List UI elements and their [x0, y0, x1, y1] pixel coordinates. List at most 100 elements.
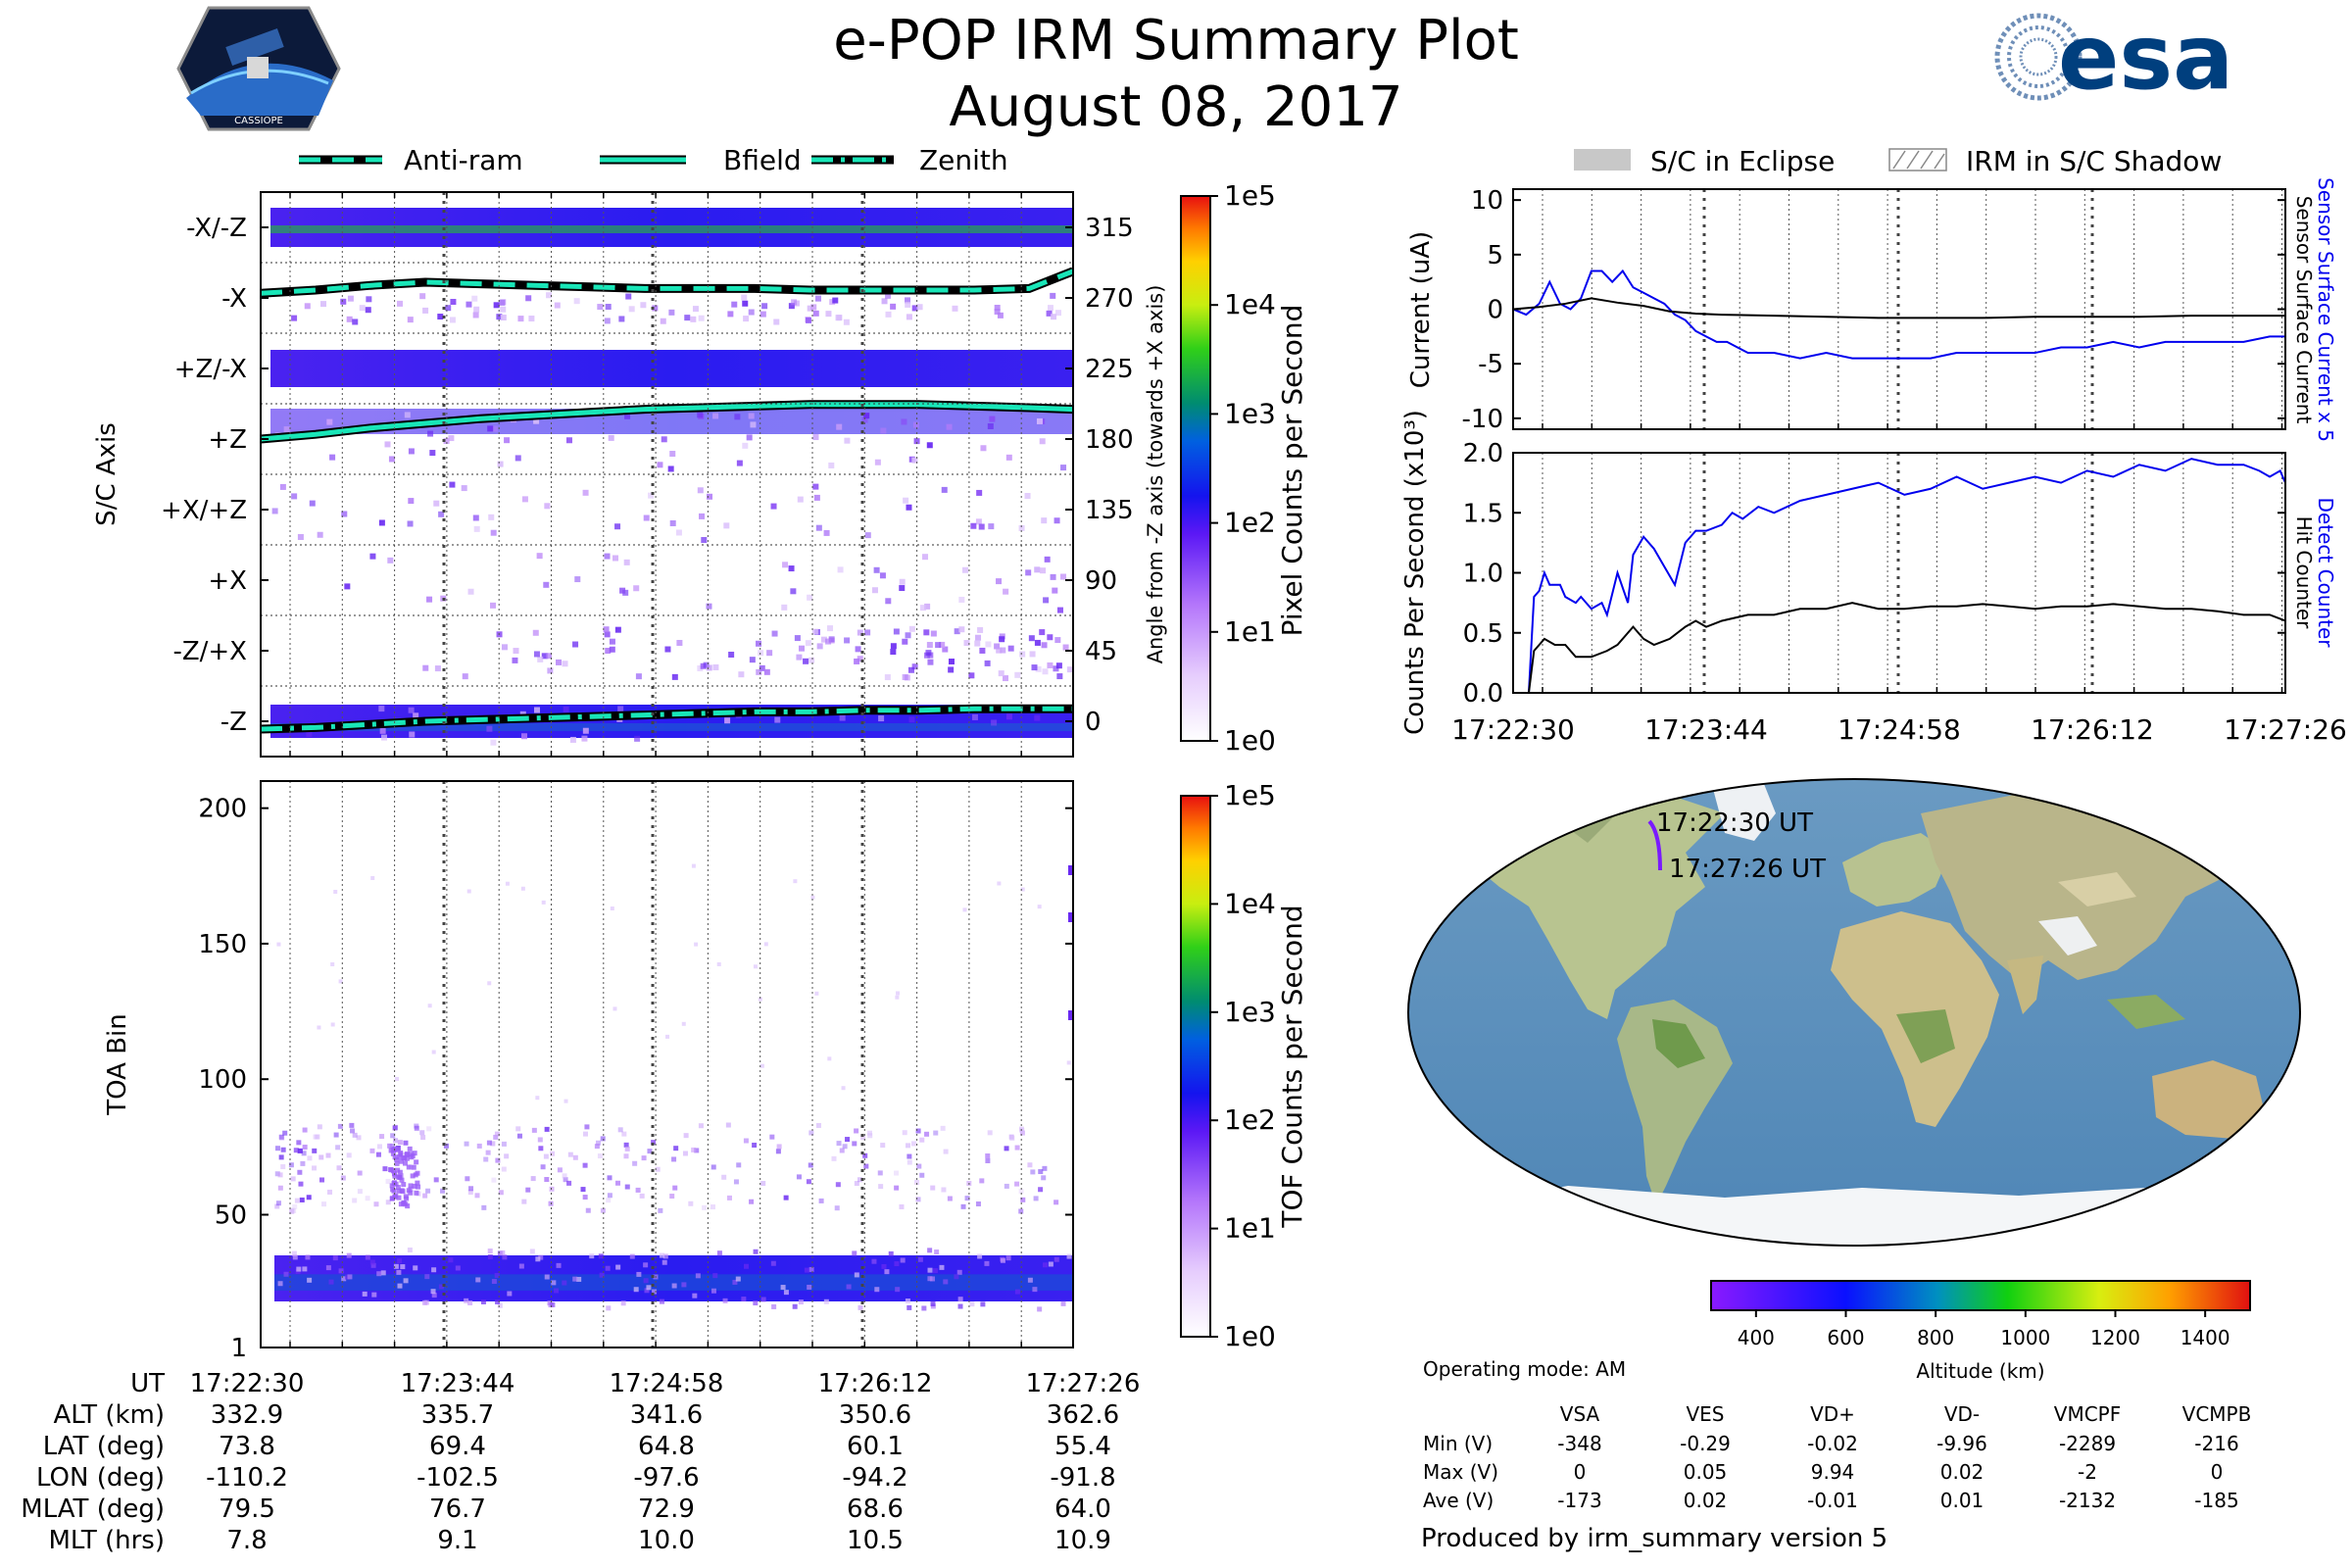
- overlay-zenith-line: [261, 706, 1073, 732]
- ephemeris-cell: 332.9: [211, 1400, 283, 1430]
- pixel-angle-tick-label: 0: [1085, 708, 1102, 737]
- altitude-tick-label: 1000: [2000, 1326, 2050, 1349]
- ephemeris-cell: 350.6: [839, 1400, 911, 1430]
- voltage-cell: 0.05: [1684, 1460, 1728, 1484]
- pixel-heatmap-right-label: Angle from -Z axis (towards +X axis): [1144, 285, 1167, 664]
- ephemeris-cell: 10.0: [638, 1526, 695, 1555]
- ephemeris-cell: 17:23:44: [401, 1369, 515, 1398]
- pixel-angle-tick-label: 45: [1085, 637, 1117, 666]
- orbit-start-label: 17:22:30 UT: [1656, 808, 1813, 838]
- pixel-heatmap-panel: -X/-Z 315 -X 270 +Z/-X 225 +Z 180 +X/+Z 135 +X 90 -Z…: [92, 191, 1167, 758]
- surface-current-line: [1513, 297, 2285, 319]
- ephemeris-cell: -102.5: [416, 1463, 499, 1493]
- surface-current-x5-line: [1513, 269, 2285, 360]
- counts-ylabel: Counts Per Second (x10³): [1400, 410, 1430, 735]
- tof-ytick-label: 50: [215, 1200, 247, 1230]
- pixel-ytick-label: -Z: [220, 708, 247, 737]
- voltage-cell: -173: [1557, 1489, 1601, 1512]
- voltage-header: VES: [1686, 1402, 1724, 1426]
- page-title: e-POP IRM Summary Plot: [833, 9, 1519, 73]
- legend-right: S/C in Eclipse IRM in S/C Shadow: [1574, 145, 2222, 177]
- altitude-tick-label: 600: [1827, 1326, 1864, 1349]
- ephemeris-row-label: ALT (km): [53, 1400, 165, 1430]
- altitude-colorbar-label: Altitude (km): [1916, 1359, 2044, 1383]
- voltage-cell: -0.01: [1807, 1489, 1858, 1512]
- pixel-ytick-label: -Z/+X: [172, 637, 247, 666]
- esa-logo-text: esa: [2058, 5, 2233, 110]
- colorbar-tick-label: 1e0: [1224, 724, 1276, 757]
- operating-mode: Operating mode: AM: [1423, 1357, 1626, 1381]
- legend-eclipse: S/C in Eclipse: [1650, 145, 1835, 177]
- tof-ytick-label: 150: [198, 930, 247, 959]
- colorbar-tick-label: 1e1: [1224, 615, 1276, 648]
- voltage-cell: -2132: [2059, 1489, 2116, 1512]
- world-map: 17:22:30 UT 17:27:26 UT: [1407, 778, 2301, 1247]
- voltage-cell: -9.96: [1936, 1432, 1987, 1455]
- counts-right-label-black: Hit Counter: [2292, 516, 2316, 629]
- ephemeris-cell: 72.9: [638, 1494, 695, 1524]
- overlay-anti-ram-line: [261, 269, 1073, 296]
- ephemeris-row-label: UT: [130, 1369, 165, 1398]
- ephemeris-cell: -94.2: [842, 1463, 907, 1493]
- voltage-cell: -2289: [2059, 1432, 2116, 1455]
- detect-counter-line: [1513, 458, 2285, 693]
- voltage-cell: -348: [1557, 1432, 1601, 1455]
- colorbar-tick-label: 1e4: [1224, 288, 1276, 320]
- ephemeris-cell: 55.4: [1054, 1432, 1111, 1461]
- colorbar-tick-label: 1e3: [1224, 996, 1276, 1028]
- voltage-header: VMCPF: [2054, 1402, 2121, 1426]
- voltage-table: Operating mode: AM VSA VES VD+ VD- VMCPF VCMP…: [1423, 1357, 2251, 1512]
- voltage-cell: 0: [2211, 1460, 2224, 1484]
- ephemeris-cell: 7.8: [226, 1526, 267, 1555]
- ephemeris-row-label: MLAT (deg): [21, 1494, 165, 1524]
- ephemeris-row-label: MLT (hrs): [49, 1526, 166, 1555]
- colorbar-tick-label: 1e2: [1224, 507, 1276, 539]
- pixel-heatmap-ylabel: S/C Axis: [92, 422, 122, 526]
- line-ytick-label: -5: [1478, 350, 1503, 379]
- altitude-tick-label: 1400: [2180, 1326, 2230, 1349]
- ephemeris-cell: 73.8: [219, 1432, 275, 1461]
- voltage-cell: 0: [1574, 1460, 1587, 1484]
- cassiope-logo: CASSIOPE: [176, 6, 341, 131]
- ephemeris-cell: 69.4: [429, 1432, 486, 1461]
- voltage-header: VD+: [1810, 1402, 1855, 1426]
- ephemeris-cell: 68.6: [847, 1494, 904, 1524]
- ephemeris-cell: 335.7: [421, 1400, 494, 1430]
- colorbar-tick-label: 1e2: [1224, 1103, 1276, 1136]
- voltage-cell: 0.02: [1684, 1489, 1728, 1512]
- line-ytick-label: -10: [1462, 405, 1503, 434]
- pixel-ytick-label: +Z/-X: [174, 355, 247, 384]
- voltage-cell: -185: [2194, 1489, 2238, 1512]
- ephemeris-cell: 17:27:26: [1026, 1369, 1141, 1398]
- ephemeris-cell: 362.6: [1047, 1400, 1119, 1430]
- colorbar-tick-label: 1e5: [1224, 779, 1276, 811]
- ephemeris-cell: 64.0: [1054, 1494, 1111, 1524]
- footer-note: Produced by irm_summary version 5: [1421, 1524, 1887, 1553]
- pixel-colorbar: 1e0 1e1 1e2 1e3 1e4 1e5 Pixel Counts per Seco…: [1180, 179, 1308, 757]
- hit-counter-line: [1513, 602, 2285, 693]
- line-ytick-label: 5: [1487, 241, 1503, 270]
- ephemeris-cell: 341.6: [630, 1400, 703, 1430]
- colorbar-tick-label: 1e1: [1224, 1212, 1276, 1245]
- altitude-colorbar: 400 600 800 1000 1200 1400 Altitude (km): [1710, 1280, 2251, 1383]
- tof-heatmap-ylabel: TOA Bin: [103, 1013, 132, 1115]
- voltage-cell: -0.29: [1680, 1432, 1731, 1455]
- pixel-ytick-label: -X/-Z: [186, 214, 247, 243]
- legend-anti-ram: Anti-ram: [404, 144, 523, 176]
- voltage-header: VCMPB: [2182, 1402, 2252, 1426]
- colorbar-tick-label: 1e0: [1224, 1320, 1276, 1352]
- orbit-end-label: 17:27:26 UT: [1669, 855, 1826, 884]
- line-ytick-label: 0: [1487, 296, 1503, 325]
- line-ytick-label: 10: [1471, 186, 1503, 216]
- tof-ytick-label: 100: [198, 1065, 247, 1095]
- line-ytick-label: 1.0: [1463, 560, 1503, 589]
- line-ytick-label: 0.5: [1463, 619, 1503, 649]
- time-axis-label: 17:24:58: [1838, 713, 1961, 746]
- ephemeris-row-label: LAT (deg): [43, 1432, 165, 1461]
- ephemeris-cell: 60.1: [847, 1432, 904, 1461]
- voltage-row-label: Min (V): [1423, 1432, 1493, 1455]
- pixel-angle-tick-label: 135: [1085, 496, 1134, 525]
- legend-shadow: IRM in S/C Shadow: [1966, 145, 2222, 177]
